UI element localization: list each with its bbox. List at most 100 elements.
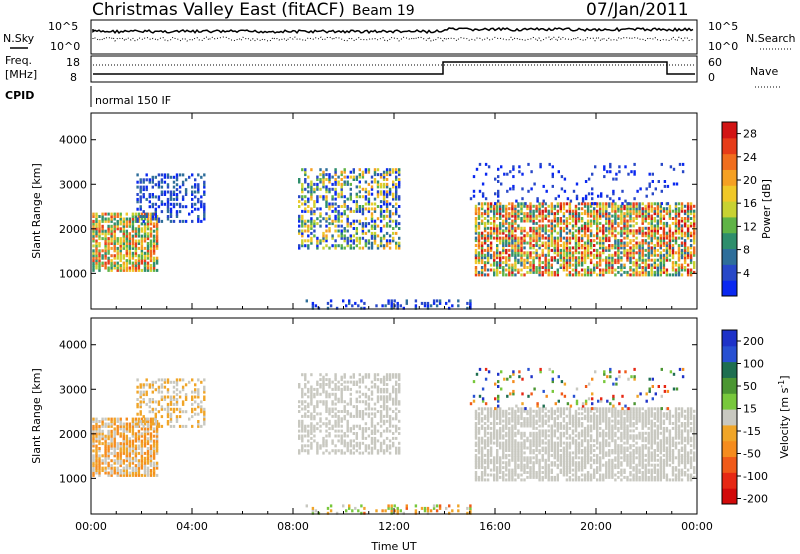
velocity-cell [319, 417, 322, 421]
power-cell [143, 268, 147, 272]
power-cell [505, 241, 508, 245]
power-cell [641, 244, 644, 247]
power-cell [155, 219, 159, 223]
power-cell [110, 246, 113, 250]
power-cell [301, 239, 304, 243]
power-cell [568, 258, 572, 262]
velocity-cell [98, 464, 101, 468]
power-cell [680, 263, 684, 267]
velocity-cell [301, 402, 304, 406]
velocity-cell [477, 439, 481, 443]
power-cell [131, 239, 135, 243]
power-cell [331, 222, 334, 226]
velocity-cell [502, 466, 505, 470]
velocity-cell [328, 434, 331, 438]
velocity-cell [307, 390, 310, 394]
velocity-cell [364, 375, 368, 379]
velocity-cell [113, 422, 116, 426]
power-cell [599, 241, 602, 245]
velocity-cell [104, 417, 107, 421]
velocity-cell [499, 471, 502, 474]
velocity-cell [499, 412, 502, 416]
power-cell [577, 219, 581, 223]
power-cell [197, 215, 200, 218]
power-cell [438, 299, 442, 303]
power-cell [496, 246, 499, 250]
power-cell [166, 197, 170, 201]
velocity-cell [149, 427, 153, 431]
power-cell [562, 212, 566, 216]
velocity-cell [395, 380, 398, 384]
power-cell [101, 215, 104, 218]
power-cell [599, 226, 602, 230]
power-cell [644, 241, 647, 245]
velocity-cell [505, 444, 508, 448]
power-cell [483, 261, 487, 265]
velocity-cell [152, 447, 156, 450]
power-cell [489, 268, 493, 272]
velocity-cell [385, 436, 389, 440]
velocity-cell [480, 471, 484, 474]
power-cell [131, 244, 135, 248]
power-cell [544, 258, 547, 262]
velocity-cell [122, 427, 125, 431]
velocity-cell [517, 409, 520, 413]
power-cell [677, 221, 681, 225]
power-cell [653, 246, 656, 250]
power-cell [92, 239, 95, 243]
power-cell [310, 192, 313, 196]
power-cell [611, 234, 614, 238]
power-cell [197, 200, 200, 204]
power-cell [395, 246, 398, 250]
velocity-cell [538, 444, 541, 448]
power-cell [671, 248, 675, 252]
velocity-cell [92, 429, 95, 433]
power-cell [605, 209, 608, 213]
power-cell [387, 301, 390, 305]
power-cell [104, 239, 107, 243]
power-cell [480, 204, 484, 208]
velocity-cell [511, 426, 514, 430]
power-cell [134, 212, 138, 216]
power-cell [480, 244, 484, 247]
velocity-cell [125, 459, 128, 463]
power-cell [154, 215, 157, 218]
velocity-cell [140, 439, 144, 443]
power-cell [535, 253, 538, 257]
velocity-cell [373, 375, 377, 379]
power-cell [529, 212, 532, 216]
velocity-cell [547, 429, 550, 433]
velocity-cell [125, 456, 128, 460]
velocity-cell [526, 436, 529, 440]
power-cell [505, 263, 508, 267]
velocity-cell [355, 407, 358, 411]
velocity-cell [382, 441, 386, 445]
velocity-cell [194, 388, 197, 392]
power-cell [683, 217, 687, 220]
power-cell [617, 248, 620, 252]
power-cell [119, 246, 122, 250]
velocity-cell [310, 385, 313, 389]
velocity-cell [556, 449, 559, 452]
velocity-cell [139, 400, 142, 404]
velocity-cell [184, 424, 188, 428]
power-cell [609, 165, 612, 169]
power-cell [313, 200, 316, 204]
velocity-cell [538, 449, 541, 452]
power-cell [623, 214, 626, 218]
power-cell [466, 306, 469, 310]
power-cell [511, 270, 514, 274]
velocity-cell [553, 461, 556, 465]
power-cell [128, 234, 131, 238]
power-cell [496, 212, 499, 216]
power-cell [340, 219, 343, 223]
velocity-cell [474, 463, 478, 467]
power-cell [523, 258, 526, 262]
power-cell [569, 199, 573, 203]
power-cell [149, 215, 153, 218]
velocity-cell [142, 385, 145, 389]
power-cell [529, 202, 532, 206]
power-cell [538, 258, 541, 262]
power-cell [514, 241, 517, 245]
velocity-cell [128, 464, 131, 468]
